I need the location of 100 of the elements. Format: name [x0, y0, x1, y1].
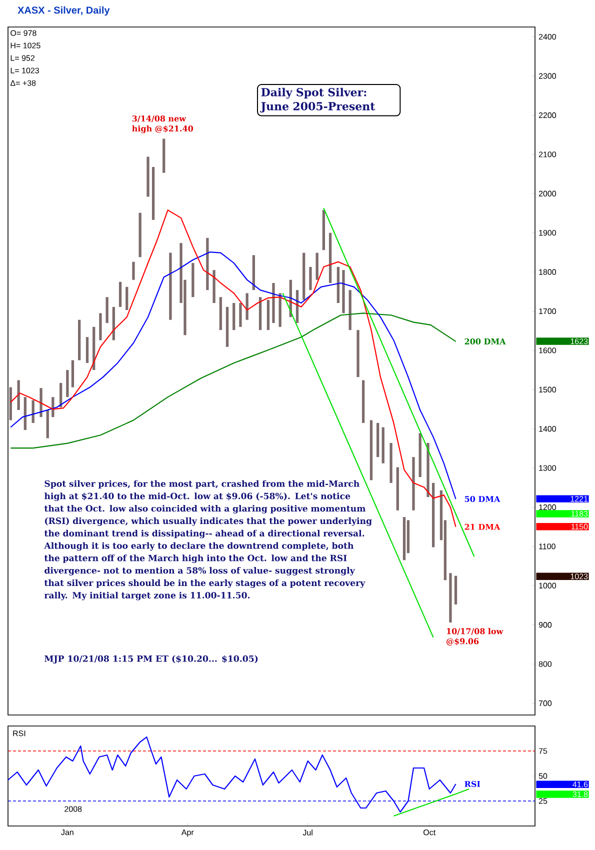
bar	[426, 442, 430, 498]
bar	[316, 252, 318, 280]
text: 1221	[570, 496, 588, 502]
bar	[152, 166, 155, 220]
bar	[370, 420, 373, 480]
annotation: MJP 10/21/08 1:15 PM ET ($10.20... $10.05)	[44, 655, 258, 664]
y-tick-label: 900	[538, 622, 552, 628]
bar	[302, 252, 306, 300]
annotation: H= 1025	[10, 42, 40, 48]
y-tick-label: 2200	[538, 112, 556, 118]
annotation: L= 952	[10, 55, 34, 61]
text: 41.6	[572, 782, 588, 788]
y-tick-label: 1900	[539, 230, 556, 236]
bar	[66, 370, 69, 398]
bar	[432, 482, 435, 548]
line-series	[10, 312, 456, 449]
bar	[132, 262, 135, 280]
bar	[396, 467, 399, 510]
bar	[382, 427, 384, 464]
text: 1623	[570, 338, 588, 344]
text: 1183	[571, 510, 588, 517]
series-label: 50 DMA	[464, 496, 500, 502]
bar	[362, 380, 365, 423]
bar	[342, 270, 345, 314]
bar	[246, 293, 248, 320]
bar	[60, 382, 62, 408]
bar	[138, 212, 142, 258]
bar	[454, 576, 458, 604]
bar	[17, 380, 20, 410]
annotation: 10/17/08 low @$9.06	[446, 628, 504, 646]
text: Spot silver prices, for the most part, crashed from the mid-March high at $21.40 to the mid-Oct. low at $9.06 (-58%). Let's notice that the Oct. low also coincided with a glaring positive momentum (RSI) divergence, which usually indicates that the power underlying the dominant trend is dissipating-- ahead of a directional reversal. Although it is too early to declare the downtrend complete, both the pattern off of the March high into the Oct. low and the RSI divergence- not to mention a 58% loss of value- suggest strongly that silver prices should be in the early stages of a potent recovery rally. My initial target zone is 11.00-11.50.	[44, 480, 372, 600]
bar	[239, 302, 242, 327]
bar	[390, 442, 392, 483]
y-tick-label: 2000	[538, 190, 556, 196]
bar	[162, 138, 166, 173]
x-tick-label: Jan	[61, 830, 74, 836]
text: 31.8	[572, 791, 588, 798]
y-tick-label: 1800	[539, 269, 556, 275]
bar	[206, 238, 209, 290]
bar	[146, 156, 150, 197]
chart-title: RSI	[13, 730, 26, 736]
annotation: O= 978	[10, 30, 36, 36]
series-label: 200 DMA	[464, 338, 506, 344]
y-tick-label: 1000	[539, 582, 556, 588]
annotation: L= 1023	[10, 68, 39, 74]
text: Daily Spot Silver: June 2005-Present	[260, 88, 376, 112]
bar	[348, 290, 352, 330]
y-tick-label: 1100	[539, 544, 556, 550]
series-label: RSI	[464, 780, 480, 788]
bar	[99, 313, 102, 340]
bar	[328, 232, 332, 283]
y-tick-label: 2400	[538, 34, 556, 40]
y-tick-label: 25	[538, 798, 548, 804]
chart-title: XASX - Silver, Daily	[18, 6, 110, 16]
bar	[412, 457, 415, 510]
bar	[322, 210, 325, 250]
bar	[106, 297, 108, 323]
bar	[32, 400, 34, 423]
annotation: 2008	[64, 806, 82, 812]
bar	[309, 266, 312, 290]
y-tick-label: 75	[538, 748, 548, 754]
y-tick-label: 1200	[539, 504, 556, 510]
x-tick-label: Oct	[423, 830, 436, 836]
y-tick-label: 2300	[538, 73, 556, 79]
annotation: Δ= +38	[10, 80, 36, 86]
bar	[232, 302, 236, 330]
bar	[219, 297, 222, 330]
bar	[212, 270, 216, 303]
bar	[86, 337, 89, 363]
bar	[266, 300, 270, 330]
bar	[376, 422, 380, 458]
bar	[118, 282, 122, 307]
bar	[192, 263, 194, 298]
bar	[24, 397, 26, 430]
y-tick-label: 1700	[539, 308, 556, 314]
y-tick-label: 700	[538, 700, 552, 706]
bar	[9, 387, 12, 420]
line-series	[10, 210, 456, 528]
bar	[402, 517, 406, 560]
bar	[226, 306, 229, 347]
y-tick-label: 1400	[539, 426, 556, 432]
bar	[272, 282, 275, 323]
x-tick-label: Jul	[302, 830, 312, 836]
text: 1023	[570, 574, 588, 580]
line-series	[10, 251, 456, 500]
bar	[71, 360, 74, 388]
y-tick-label: 1300	[539, 465, 556, 471]
bar	[78, 320, 81, 360]
x-tick-label: Apr	[181, 830, 194, 837]
annotation: 3/14/08 new high @$21.40	[132, 115, 194, 134]
bar	[169, 252, 172, 320]
series-label: 21 DMA	[464, 524, 500, 530]
bar	[449, 573, 452, 622]
y-tick-label: 1600	[539, 348, 556, 354]
y-tick-label: 800	[538, 661, 552, 667]
bar	[46, 410, 49, 438]
bar	[418, 433, 422, 478]
bar	[356, 330, 360, 378]
text: 1150	[571, 524, 588, 530]
bar	[252, 255, 255, 290]
